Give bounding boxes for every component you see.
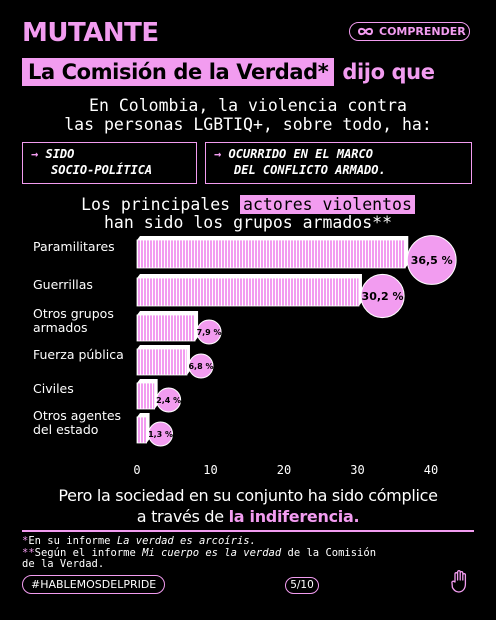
tag-sociopolitica: → SIDO SOCIO-POLÍTICA bbox=[22, 142, 197, 184]
brand-logo: MUTANTE bbox=[22, 18, 159, 48]
data-label: 36,5 % bbox=[411, 254, 453, 267]
tag-1-line-2: SOCIO-POLÍTICA bbox=[51, 163, 153, 177]
conclusion: Pero la sociedad en su conjunto ha sido … bbox=[0, 485, 496, 527]
category-label: Otros agentes del estado bbox=[33, 408, 121, 437]
headline-highlight: La Comisión de la Verdad* bbox=[22, 58, 335, 86]
data-label: 30,2 % bbox=[362, 290, 404, 303]
data-label: 6,8 % bbox=[188, 362, 213, 371]
hashtag-badge: #HABLEMOSDELPRIDE bbox=[22, 575, 166, 594]
tick-label: 40 bbox=[424, 463, 438, 477]
data-label: 7,9 % bbox=[197, 328, 222, 337]
comprender-button[interactable]: COMPRENDER bbox=[349, 22, 470, 41]
footnote-2-line-2: de la Verdad. bbox=[22, 558, 105, 570]
infinity-icon bbox=[358, 27, 373, 36]
conclusion-line-2-pre: a través de bbox=[136, 507, 224, 526]
category-label: Civiles bbox=[33, 381, 74, 396]
value-badge: 7,9 % bbox=[196, 319, 222, 345]
tag-1-line-1: SIDO bbox=[45, 147, 75, 161]
conclusion-emphasis: la indiferencia. bbox=[228, 507, 360, 526]
actors-highlight: actores violentos bbox=[240, 195, 415, 214]
data-label: 2,4 % bbox=[156, 396, 181, 405]
category-label: Otros grupos armados bbox=[33, 306, 114, 335]
footnotes: *En su informe La verdad es arcoíris. **… bbox=[22, 535, 472, 571]
bar bbox=[136, 379, 158, 410]
arrow-icon: → bbox=[31, 147, 39, 161]
comprender-label: COMPRENDER bbox=[379, 25, 466, 38]
value-badge: 30,2 % bbox=[360, 273, 405, 319]
data-label: 1,3 % bbox=[148, 430, 173, 439]
actors-heading: Los principales actores violentos han si… bbox=[0, 195, 496, 232]
bar bbox=[136, 413, 150, 444]
bar bbox=[136, 236, 409, 269]
intro-line-2: las personas LGBTIQ+, sobre todo, ha: bbox=[64, 115, 432, 134]
tag-conflicto-armado: → OCURRIDO EN EL MARCO DEL CONFLICTO ARM… bbox=[205, 142, 472, 184]
page-indicator: 5/10 bbox=[285, 577, 319, 594]
value-badge: 36,5 % bbox=[406, 235, 457, 285]
bar bbox=[136, 274, 362, 307]
headline: La Comisión de la Verdad* dijo que bbox=[22, 58, 435, 86]
category-label: Guerrillas bbox=[33, 277, 93, 292]
actors-line-2: han sido los grupos armados** bbox=[103, 213, 393, 232]
value-badge: 1,3 % bbox=[148, 421, 174, 447]
actors-pre: Los principales bbox=[81, 195, 231, 214]
footnote-2: **Según el informe Mi cuerpo es la verda… bbox=[22, 546, 377, 559]
value-badge: 6,8 % bbox=[188, 353, 214, 379]
tick-label: 0 bbox=[133, 463, 140, 477]
intro-text: En Colombia, la violencia contra las per… bbox=[0, 96, 496, 134]
tick-label: 10 bbox=[203, 463, 217, 477]
category-label: Fuerza pública bbox=[33, 347, 124, 362]
raised-hand-icon bbox=[451, 570, 467, 593]
conclusion-line-1: Pero la sociedad en su conjunto ha sido … bbox=[58, 486, 438, 505]
intro-line-1: En Colombia, la violencia contra bbox=[89, 96, 407, 115]
tag-2-line-2: DEL CONFLICTO ARMADO. bbox=[234, 163, 386, 177]
divider bbox=[22, 530, 474, 532]
category-label: Paramilitares bbox=[33, 239, 115, 254]
tick-label: 20 bbox=[277, 463, 291, 477]
bar bbox=[136, 311, 199, 342]
arrow-icon: → bbox=[214, 147, 222, 161]
bar bbox=[136, 345, 190, 376]
tick-label: 30 bbox=[350, 463, 364, 477]
footnote-1: *En su informe La verdad es arcoíris. bbox=[22, 535, 256, 547]
headline-rest: dijo que bbox=[342, 60, 435, 84]
bar-chart: Paramilitares Guerrillas Otros grupos armad… bbox=[33, 235, 457, 477]
value-badge: 2,4 % bbox=[156, 387, 182, 413]
tag-2-line-1: OCURRIDO EN EL MARCO bbox=[228, 147, 373, 161]
